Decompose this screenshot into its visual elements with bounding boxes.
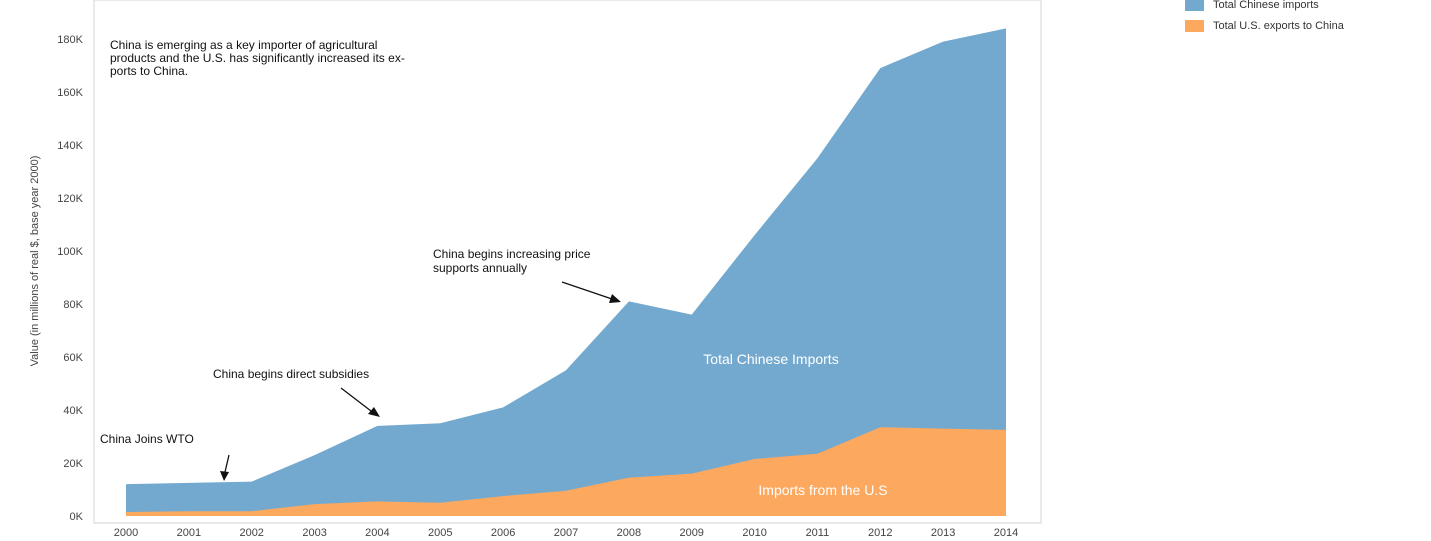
y-tick-label: 100K: [57, 246, 83, 258]
plot-frame: [93, 0, 1042, 524]
annotation-subsidies: China begins direct subsidies: [213, 367, 380, 417]
svg-text:China is emerging as a key imp: China is emerging as a key importer of a…: [110, 38, 377, 52]
annotation-arrow: [340, 387, 372, 412]
x-tick-label: 2003: [302, 527, 326, 539]
legend-item-exports: Total U.S. exports to China: [1185, 15, 1425, 36]
y-axis-title: Value (in millions of real $, base year …: [29, 156, 41, 367]
annotation-intro: China is emerging as a key importer of a…: [110, 38, 405, 78]
y-tick-label: 0K: [70, 511, 84, 523]
x-tick-label: 2000: [114, 527, 138, 539]
svg-text:ports to China.: ports to China.: [110, 64, 188, 78]
y-tick-label: 60K: [63, 352, 83, 364]
legend-swatch-imports: [1185, 0, 1204, 11]
x-tick-label: 2013: [931, 527, 955, 539]
annotation-price-supports: China begins increasing price supports a…: [433, 247, 621, 303]
y-tick-label: 20K: [63, 458, 83, 470]
svg-text:China Joins WTO: China Joins WTO: [100, 432, 194, 446]
legend-label-exports: Total U.S. exports to China: [1213, 19, 1344, 32]
x-tick-label: 2007: [554, 527, 578, 539]
x-tick-label: 2008: [617, 527, 641, 539]
x-tick-label: 2006: [491, 527, 515, 539]
x-tick-label: 2012: [868, 527, 892, 539]
svg-text:supports annually: supports annually: [433, 261, 527, 275]
y-tick-label: 180K: [57, 34, 83, 46]
y-tick-label: 80K: [63, 299, 83, 311]
svg-text:China begins increasing price: China begins increasing price: [433, 247, 591, 261]
x-tick-label: 2010: [742, 527, 766, 539]
y-tick-label: 140K: [57, 140, 83, 152]
annotation-arrowhead: [609, 294, 621, 303]
area-label-imports: Total Chinese Imports: [703, 351, 838, 367]
y-tick-label: 120K: [57, 193, 83, 205]
legend-swatch-exports: [1185, 19, 1204, 32]
x-tick-label: 2004: [365, 527, 389, 539]
x-tick-label: 2005: [428, 527, 452, 539]
svg-text:products and the U.S. has sign: products and the U.S. has significantly …: [110, 51, 405, 65]
annotation-arrow: [224, 454, 230, 473]
annotation-wto: China Joins WTO: [100, 432, 230, 481]
y-axis-ticks: 0K 20K 40K 60K 80K 100K 120K 140K 160K 180K: [57, 34, 83, 523]
annotation-arrow: [561, 281, 613, 300]
svg-text:China begins direct subsidies: China begins direct subsidies: [213, 367, 369, 381]
legend: Total Chinese imports Total U.S. exports…: [1185, 0, 1425, 36]
series-area-total-chinese-imports: [126, 28, 1006, 517]
y-tick-label: 40K: [63, 405, 83, 417]
series-area-us-exports-to-china: [126, 427, 1006, 516]
x-tick-label: 2011: [806, 527, 830, 539]
legend-item-imports: Total Chinese imports: [1185, 0, 1425, 15]
x-tick-label: 2001: [177, 527, 201, 539]
annotation-arrowhead: [220, 471, 229, 481]
area-label-exports: Imports from the U.S: [758, 482, 887, 498]
y-tick-label: 160K: [57, 87, 83, 99]
x-tick-label: 2009: [679, 527, 703, 539]
annotation-arrowhead: [368, 407, 380, 417]
x-tick-label: 2014: [994, 527, 1018, 539]
legend-label-imports: Total Chinese imports: [1213, 0, 1319, 11]
x-axis-ticks: 2000 2001 2002 2003 2004 2005 2006 2007 2008 2009…: [114, 527, 1018, 539]
x-tick-label: 2002: [239, 527, 263, 539]
